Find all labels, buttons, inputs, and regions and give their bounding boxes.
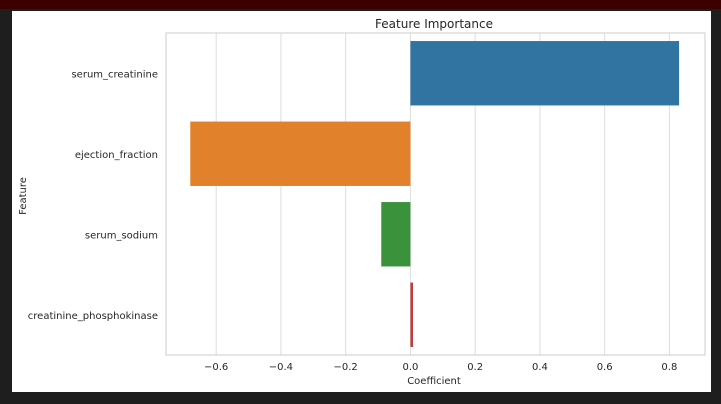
chart-figure: −0.6 −0.4 −0.2 0.0 0.2 0.4 0.6 0.8 serum_creati…: [12, 11, 711, 392]
bar-serum-sodium: [381, 202, 411, 267]
x-tick-label: 0.6: [597, 362, 613, 373]
y-tick-label: creatinine_phosphokinase: [28, 311, 158, 322]
window-top-strip: [0, 0, 721, 9]
chart-canvas: −0.6 −0.4 −0.2 0.0 0.2 0.4 0.6 0.8 serum_creati…: [18, 17, 706, 387]
chart-title: Feature Importance: [375, 17, 493, 31]
x-tick-label: 0.0: [402, 362, 418, 373]
x-tick-label: −0.6: [204, 362, 228, 373]
x-tick-label: 0.8: [661, 362, 677, 373]
plot-frame: [165, 32, 706, 356]
y-tick-label: ejection_fraction: [75, 150, 158, 161]
bar-creatinine-phosphokinase: [410, 282, 414, 347]
bars-layer: [190, 41, 680, 347]
y-tick-label: serum_creatinine: [71, 69, 158, 80]
y-tick-label: serum_sodium: [85, 230, 158, 241]
y-tick-labels: serum_creatinine ejection_fraction serum_s…: [28, 69, 158, 322]
x-tick-label: 0.2: [467, 362, 483, 373]
x-tick-label: 0.4: [532, 362, 548, 373]
x-tick-label: −0.2: [334, 362, 358, 373]
bar-serum-creatinine: [410, 41, 680, 106]
bar-ejection-fraction: [190, 121, 411, 186]
y-axis-label: Feature: [18, 177, 29, 215]
x-tick-labels: −0.6 −0.4 −0.2 0.0 0.2 0.4 0.6 0.8: [204, 362, 677, 373]
x-tick-label: −0.4: [269, 362, 293, 373]
x-axis-label: Coefficient: [407, 376, 461, 387]
